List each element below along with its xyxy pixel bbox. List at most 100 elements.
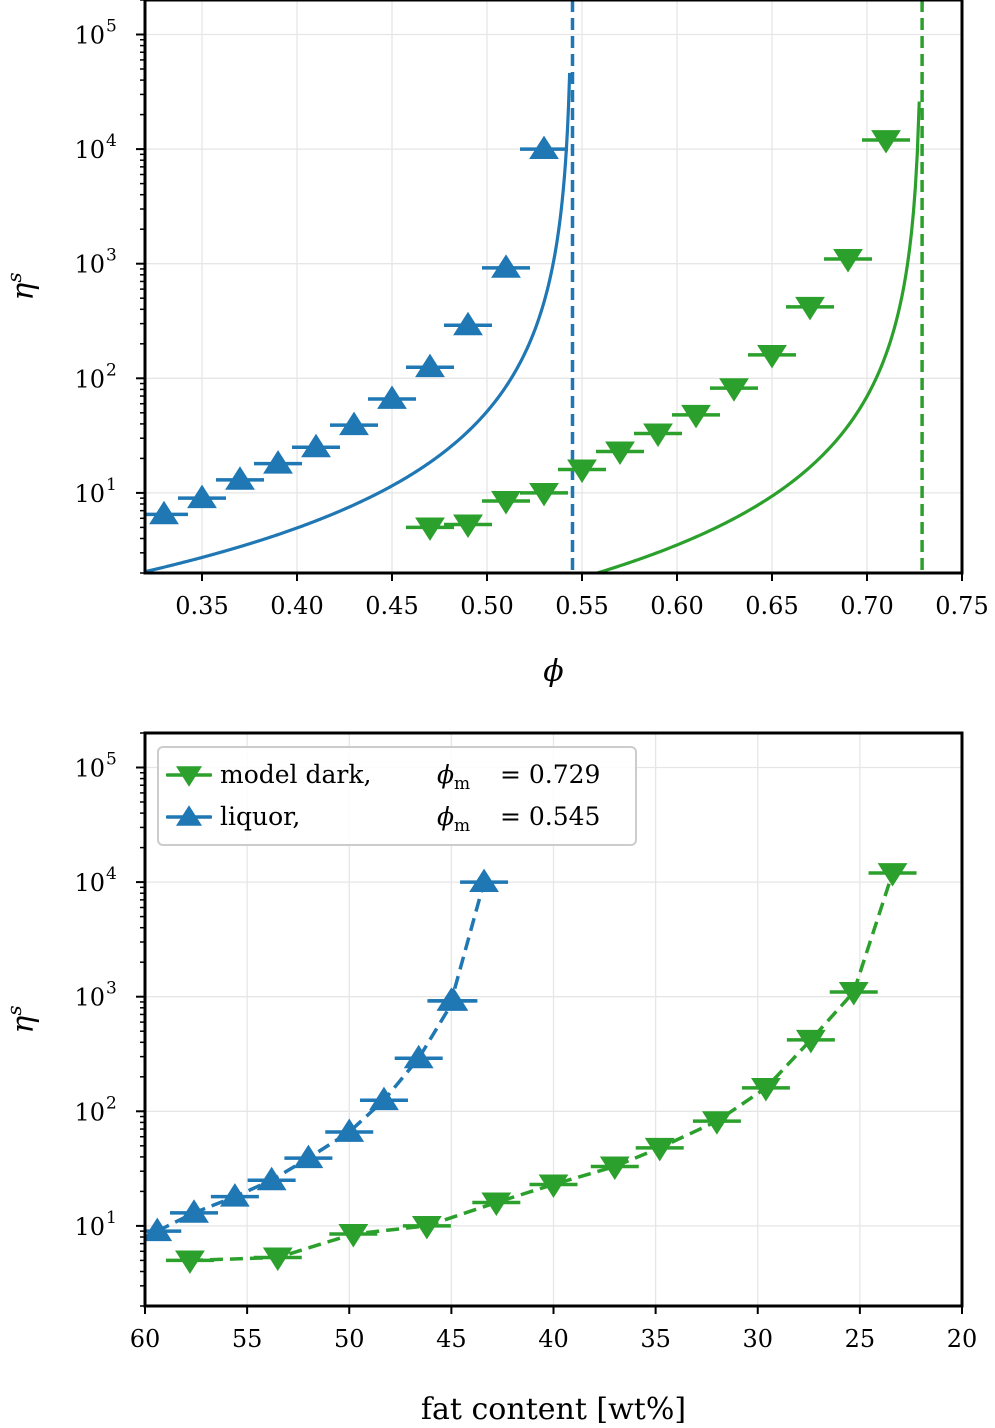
data-point [145,1217,173,1242]
y-tick-exponent: 4 [106,131,117,151]
y-tick-label: 10 [74,1098,105,1126]
x-axis-label: fat content [wt%] [421,1392,686,1427]
legend-label: liquor, [220,802,300,831]
legend-phi-value: = 0.545 [500,802,600,831]
data-point [491,491,521,515]
data-point [256,1166,287,1191]
legend-box [157,746,637,846]
legend-label: model dark, [220,760,371,789]
data-point [403,1044,434,1069]
x-tick-label: 55 [232,1325,263,1353]
data-point [643,423,673,448]
data-point [301,433,331,458]
y-tick-exponent: 4 [106,864,117,884]
data-point [833,249,863,273]
data-point [469,868,499,893]
data-point [411,1215,442,1240]
y-tick-exponent: 1 [106,1208,117,1228]
data-point [334,1118,365,1142]
y-tick-exponent: 3 [106,246,117,266]
data-point [263,450,293,474]
data-point [538,1174,569,1198]
y-tick-exponent: 2 [106,1093,117,1113]
data-point [369,1086,399,1111]
x-axis-label: ϕ [543,654,563,689]
data-point [338,1224,369,1248]
data-point [877,863,908,887]
x-tick-label: 0.55 [555,592,608,620]
y-tick-exponent: 1 [106,475,117,495]
data-point [415,353,445,378]
legend-phi-subscript: m [454,774,470,794]
y-axis-label: ηs [2,272,41,300]
y-tick-exponent: 5 [106,16,117,36]
x-tick-label: 40 [538,1325,569,1353]
y-tick-label: 10 [74,136,105,164]
fit-curve [145,72,572,573]
y-tick-label: 10 [74,869,105,897]
data-point [795,1029,826,1054]
legend-entry: liquor, ϕm = 0.545 [166,802,600,836]
series-model-dark [406,0,924,573]
x-tick-label: 0.40 [270,592,323,620]
data-point [436,987,467,1011]
y-axis-label: ηs [2,1005,41,1033]
y-tick-label: 10 [74,365,105,393]
data-point [481,1192,512,1217]
data-point [529,135,559,160]
x-tick-label: 60 [130,1325,161,1353]
data-point [293,1144,324,1169]
series-line [189,872,895,1263]
data-point [757,344,787,369]
y-axis-label-superscript: s [2,272,26,282]
data-point [567,459,597,484]
data-point [838,982,869,1006]
legend-phi-value: = 0.729 [500,760,600,789]
fit-curve [591,101,921,573]
data-point [175,1250,205,1274]
x-tick-label: 0.70 [840,592,893,620]
data-point [871,130,901,154]
y-tick-label: 10 [74,251,105,279]
y-tick-label: 10 [74,1213,105,1241]
series-liquor [145,0,575,573]
data-point [701,1111,732,1135]
legend-phi-subscript: m [454,816,470,836]
y-tick-exponent: 2 [106,360,117,380]
legend: model dark, ϕm = 0.729 liquor, ϕm = 0.545 [157,746,637,846]
axes-frame [143,0,964,575]
data-point [453,514,483,539]
y-axis-label-superscript: s [2,1005,26,1015]
data-point [681,404,711,429]
data-point [491,254,521,278]
legend-marker [176,766,202,787]
x-tick-label: 0.45 [365,592,418,620]
data-point [453,311,483,336]
data-point [262,1247,293,1272]
data-point [605,441,635,465]
x-tick-label: 25 [845,1325,876,1353]
x-tick-label: 0.50 [460,592,513,620]
data-point [415,517,445,541]
y-tick-label: 10 [74,754,105,782]
x-tick-label: 35 [640,1325,671,1353]
y-tick-exponent: 5 [106,749,117,769]
data-point [377,385,407,409]
data-point [179,1199,209,1223]
y-tick-label: 10 [74,21,105,49]
data-point [719,378,749,402]
x-tick-label: 30 [742,1325,773,1353]
x-tick-label: 0.60 [650,592,703,620]
legend-phi: ϕm [437,760,470,794]
y-tick-label: 10 [74,984,105,1012]
data-point [149,500,179,525]
series-model-dark [165,863,917,1274]
plot-area [145,0,924,573]
legend-entry: model dark, ϕm = 0.729 [166,760,600,794]
data-point [795,296,825,321]
series-liquor [145,868,509,1242]
x-tick-label: 50 [334,1325,365,1353]
legend-marker [176,805,202,826]
